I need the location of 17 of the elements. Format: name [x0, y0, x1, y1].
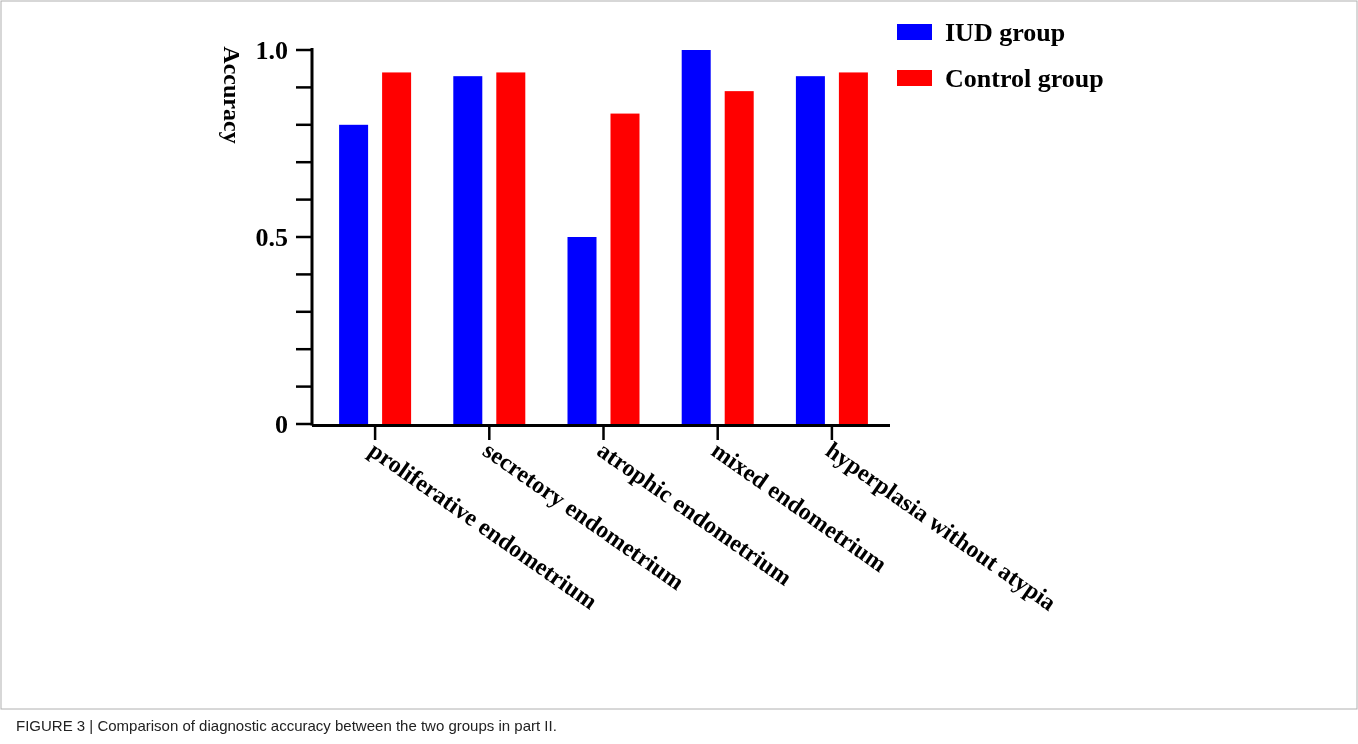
y-tick-label: 0.5: [255, 223, 288, 253]
bar: [382, 72, 412, 424]
bar: [610, 113, 640, 424]
y-tick-label: 0: [275, 410, 288, 440]
bar: [567, 237, 597, 424]
bar: [496, 72, 526, 424]
bar: [453, 76, 483, 424]
bar: [339, 124, 369, 424]
bar: [681, 50, 711, 424]
bar: [724, 91, 754, 424]
caption: FIGURE 3 | Comparison of diagnostic accuracy between the two groups in part II.: [16, 717, 557, 734]
legend-label: IUD group: [945, 18, 1066, 48]
y-axis-title: Accuracy: [218, 46, 245, 144]
bar: [795, 76, 825, 424]
bar: [838, 72, 868, 424]
y-tick-label: 1.0: [255, 36, 288, 66]
legend-label: Control group: [945, 64, 1104, 94]
